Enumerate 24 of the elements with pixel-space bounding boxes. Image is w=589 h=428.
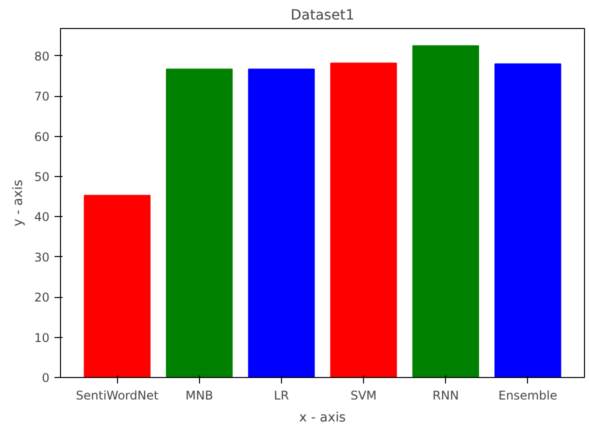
x-tick-label: LR	[274, 388, 289, 402]
bar	[248, 68, 315, 378]
y-tick-label: 30	[34, 250, 50, 264]
bar	[494, 63, 562, 378]
x-axis-title: x - axis	[299, 410, 346, 426]
x-tick-label: RNN	[432, 388, 459, 402]
chart-title: Dataset1	[290, 8, 354, 24]
y-tick-label: 10	[34, 330, 50, 345]
y-tick-label: 70	[34, 90, 50, 104]
y-tick-label: 80	[34, 49, 50, 64]
y-axis-title: y - axis	[11, 179, 26, 226]
y-tick-label: 40	[34, 210, 50, 224]
bar	[84, 194, 151, 378]
bar	[412, 45, 480, 378]
x-tick-label: SVM	[350, 388, 377, 402]
x-tick-label: Ensemble	[498, 388, 558, 402]
y-tick-label: 20	[34, 290, 50, 305]
x-tick-label: SentiWordNet	[76, 388, 159, 402]
y-tick-label: 60	[34, 130, 50, 144]
bar	[166, 68, 233, 378]
bar	[330, 62, 397, 378]
x-tick-label: MNB	[186, 388, 214, 402]
y-tick-label: 50	[34, 170, 50, 184]
y-tick-label: 0	[42, 371, 50, 385]
